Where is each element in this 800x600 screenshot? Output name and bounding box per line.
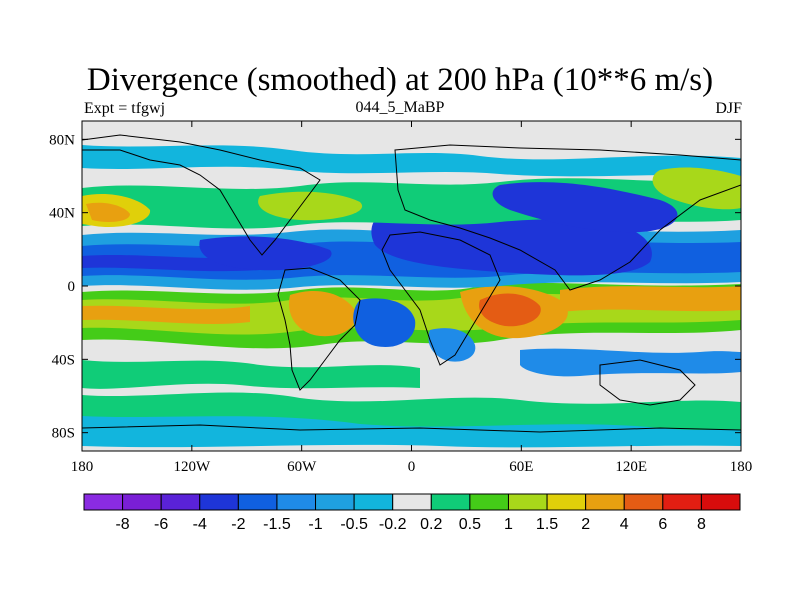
y-tick-label: 0: [68, 279, 76, 295]
field-band-southmid-green: [82, 360, 420, 389]
season-label: DJF: [715, 100, 742, 117]
colorbar-swatch: [83, 493, 124, 511]
x-tick-label: 60E: [509, 459, 533, 475]
colorbar-label: 0.2: [420, 516, 442, 533]
field-blob-pacific-orange: [560, 286, 741, 312]
colorbar-label: 8: [697, 516, 706, 533]
colorbar-label: -1: [308, 516, 322, 533]
field-blob-southindian-blue: [428, 328, 476, 362]
colorbar-label: 4: [620, 516, 629, 533]
colorbar-label: -2: [231, 516, 245, 533]
colorbar-swatch: [392, 493, 432, 511]
y-tick-label: 80N: [49, 132, 75, 148]
field-blob-northatlantic-orange: [86, 202, 130, 222]
colorbar-swatch: [623, 493, 664, 511]
colorbar-swatch: [276, 493, 317, 511]
colorbar-swatch: [122, 493, 162, 511]
colorbar-label: -4: [193, 516, 207, 533]
field-blob-southatlantic-blue: [353, 298, 416, 348]
colorbar-swatch: [662, 493, 702, 511]
x-tick-label: 180: [730, 459, 753, 475]
x-tick-label: 120W: [173, 459, 211, 475]
field-band-southmid-blue: [520, 348, 741, 377]
chart-title: Divergence (smoothed) at 200 hPa (10**6 …: [86, 62, 714, 98]
outline-antarctica: [82, 424, 741, 433]
outline-eurasia: [394, 144, 741, 291]
colorbar-label: -0.5: [340, 516, 368, 533]
field-band-divergence-south-orange: [82, 305, 250, 324]
x-tick-label: 120E: [615, 459, 647, 475]
field-blob-northamerica-yellow: [258, 191, 363, 221]
colorbar-swatch: [585, 493, 625, 511]
outline-north-america: [82, 134, 321, 256]
colorbar-swatch: [160, 493, 201, 511]
axis-ticks: 180 120W 60W 0 60E 120E 180 80N 40N 0 40S 80S: [49, 121, 752, 475]
colorbar-swatch: [315, 493, 355, 511]
colorbar-swatch: [469, 493, 509, 511]
field-blob-southamerica-orange: [289, 290, 356, 337]
field-blob-indianocean-red: [479, 293, 541, 327]
colorbar-label: 1.5: [536, 516, 558, 533]
colorbar-label: 0.5: [459, 516, 481, 533]
colorbar-swatch: [700, 493, 741, 511]
x-tick-label: 60W: [287, 459, 317, 475]
field-band-north-cyan: [82, 145, 741, 177]
outline-australia: [599, 359, 696, 406]
colorbar: -8 -6 -4 -2 -1.5 -1 -0.5 -0.2 0.2 0.5 1 1.5 2 4 6 8: [83, 493, 741, 533]
field-blob-northpacific-yellow: [652, 167, 741, 210]
outline-africa: [381, 231, 501, 366]
divergence-field: [82, 121, 741, 451]
colorbar-label: 1: [504, 516, 513, 533]
colorbar-label: 6: [658, 516, 667, 533]
colorbar-swatch: [546, 493, 587, 511]
y-tick-label: 40S: [52, 352, 75, 368]
colorbar-swatch: [430, 493, 471, 511]
colorbar-swatch: [199, 493, 239, 511]
field-band-south-cyan: [82, 416, 741, 448]
y-tick-label: 40N: [49, 206, 75, 222]
period-label: 044_5_MaBP: [355, 99, 445, 116]
colorbar-swatch: [507, 493, 548, 511]
y-tick-label: 80S: [52, 426, 75, 442]
outline-south-america: [277, 267, 361, 391]
continent-outlines: [82, 134, 741, 433]
x-tick-label: 0: [408, 459, 416, 475]
colorbar-swatch: [237, 493, 278, 511]
colorbar-label: -1.5: [263, 516, 291, 533]
experiment-label: Expt = tfgwj: [84, 100, 166, 117]
field-blob-eurasia-blue: [492, 182, 678, 233]
field-blob-pacific-convergence: [199, 236, 332, 271]
x-tick-label: 180: [71, 459, 94, 475]
colorbar-swatch: [353, 493, 394, 511]
colorbar-label: -0.2: [379, 516, 407, 533]
colorbar-label: 2: [581, 516, 590, 533]
colorbar-label: -6: [154, 516, 168, 533]
colorbar-label: -8: [115, 516, 129, 533]
